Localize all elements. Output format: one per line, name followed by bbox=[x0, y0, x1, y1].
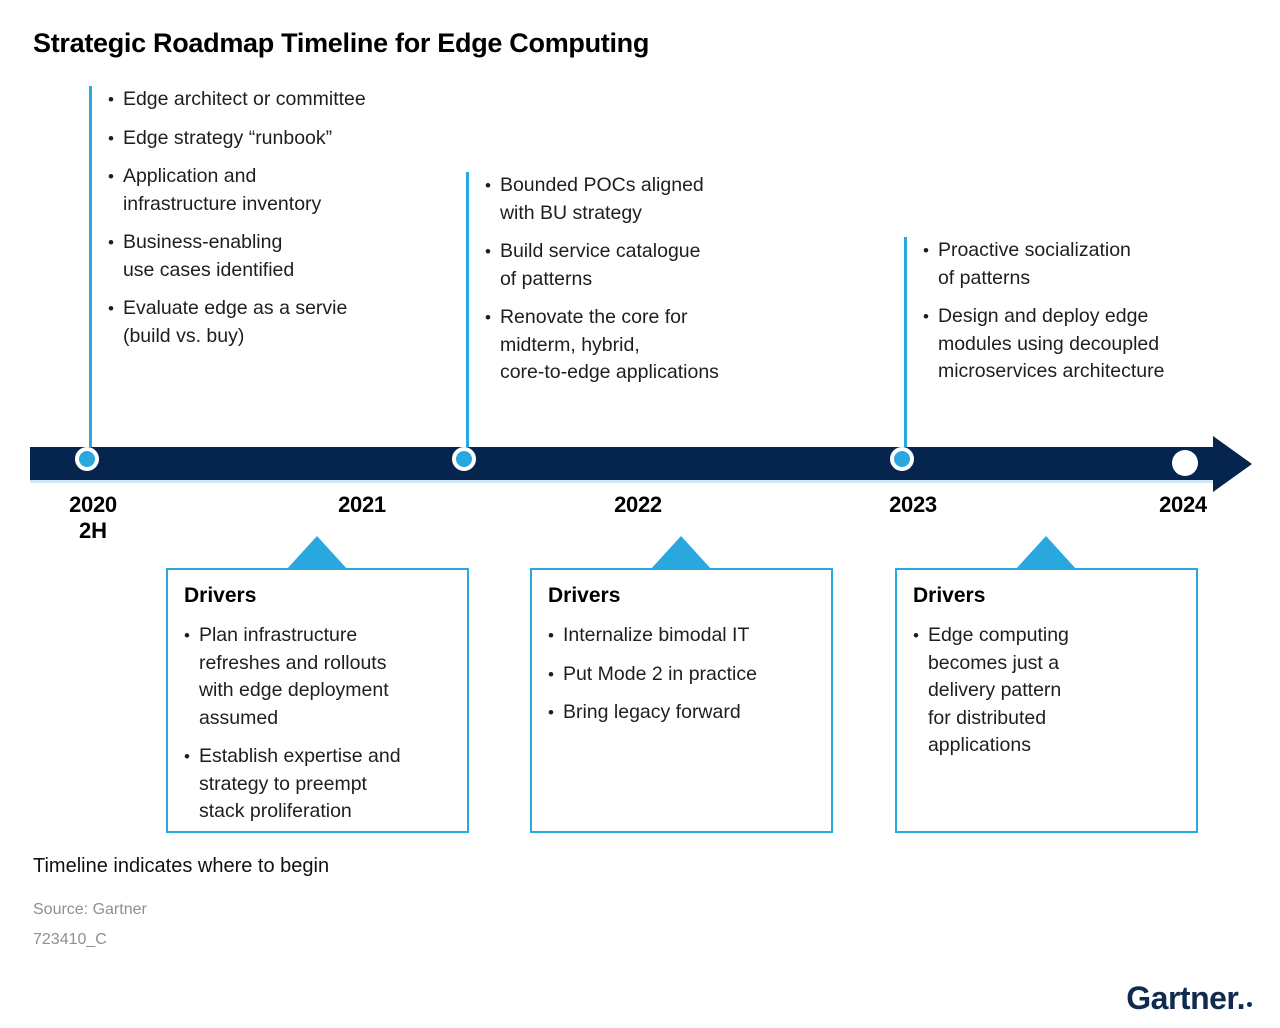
milestone-marker-2020 bbox=[75, 447, 99, 471]
bullet-dot-icon: • bbox=[548, 626, 554, 645]
gartner-logo: Gartner. bbox=[1126, 980, 1252, 1017]
bullet-text: Renovate the core for midterm, hybrid, c… bbox=[499, 306, 719, 383]
bullet-dot-icon: • bbox=[108, 233, 114, 252]
box-pointer-icon-2021 bbox=[286, 536, 348, 570]
gartner-logo-text: Gartner. bbox=[1126, 980, 1245, 1016]
milestone-list-2020: • Edge architect or committee • Edge strate… bbox=[108, 86, 468, 361]
bullet-item: • Put Mode 2 in practice bbox=[548, 661, 815, 689]
box-pointer-icon-2023 bbox=[1015, 536, 1077, 570]
bullet-dot-icon: • bbox=[923, 307, 929, 326]
drivers-box-title: Drivers bbox=[548, 584, 621, 607]
bullet-text: Business-enabling use cases identified bbox=[122, 231, 295, 281]
registered-mark-icon bbox=[1247, 1002, 1252, 1007]
bullet-dot-icon: • bbox=[485, 176, 491, 195]
bullet-item: • Establish expertise and strategy to pre… bbox=[184, 743, 451, 826]
milestone-list-2023: • Proactive socialization of patterns • Des… bbox=[923, 237, 1253, 397]
bullet-text: Plan infrastructure refreshes and rollou… bbox=[198, 624, 389, 729]
bullet-text: Application and infrastructure inventory bbox=[122, 165, 322, 215]
drivers-box-list: • Edge computing becomes just a delivery … bbox=[913, 622, 1180, 760]
bullet-dot-icon: • bbox=[108, 128, 114, 148]
bullet-dot-icon: • bbox=[923, 241, 929, 260]
bullet-text: Establish expertise and strategy to pree… bbox=[198, 745, 401, 822]
year-label-2024: 2024 bbox=[1159, 492, 1207, 517]
year-label-2021: 2021 bbox=[338, 492, 386, 517]
drivers-box-title: Drivers bbox=[184, 584, 257, 607]
year-label-2022: 2022 bbox=[614, 492, 662, 517]
bullet-item: • Bring legacy forward bbox=[548, 699, 815, 727]
milestone-marker-2023 bbox=[890, 447, 914, 471]
bullet-dot-icon: • bbox=[548, 664, 554, 684]
bullet-text: Edge strategy “runbook” bbox=[122, 126, 333, 149]
bullet-text: Evaluate edge as a servie (build vs. buy… bbox=[122, 297, 348, 347]
milestone-marker-2024 bbox=[1172, 450, 1198, 476]
drivers-box-title: Drivers bbox=[913, 584, 986, 607]
drivers-box-2021: Drivers • Plan infrastructure refreshes a… bbox=[166, 568, 469, 833]
year-half-label: 2H bbox=[78, 518, 108, 543]
bullet-text: Edge architect or committee bbox=[122, 88, 366, 110]
bullet-dot-icon: • bbox=[184, 626, 190, 645]
bullet-item: • Evaluate edge as a servie (build vs. bu… bbox=[108, 295, 468, 350]
connector-line-2020 bbox=[89, 86, 92, 458]
bullet-text: Design and deploy edge modules using dec… bbox=[937, 305, 1165, 382]
timeline-note: Timeline indicates where to begin bbox=[33, 855, 330, 877]
year-label-2020: 2020 bbox=[69, 492, 117, 517]
bullet-text: Bounded POCs aligned with BU strategy bbox=[499, 174, 704, 224]
bullet-dot-icon: • bbox=[184, 747, 190, 766]
bullet-item: • Edge architect or committee bbox=[108, 86, 468, 114]
drivers-box-2022: Drivers • Internalize bimodal IT • Put Mode… bbox=[530, 568, 833, 833]
bullet-dot-icon: • bbox=[485, 308, 491, 327]
bullet-text: Bring legacy forward bbox=[562, 701, 741, 723]
bullet-item: • Edge computing becomes just a delivery … bbox=[913, 622, 1180, 760]
bullet-dot-icon: • bbox=[108, 167, 114, 186]
bullet-item: • Application and infrastructure inventor… bbox=[108, 163, 468, 218]
connector-line-2021 bbox=[466, 172, 469, 458]
bullet-item: • Renovate the core for midterm, hybrid, … bbox=[485, 304, 835, 387]
page-title: Strategic Roadmap Timeline for Edge Comp… bbox=[33, 28, 650, 58]
bullet-item: • Edge strategy “runbook” bbox=[108, 125, 468, 153]
timeline-underline bbox=[30, 480, 1213, 483]
bullet-dot-icon: • bbox=[913, 626, 919, 645]
bullet-item: • Plan infrastructure refreshes and rollo… bbox=[184, 622, 451, 732]
year-label-2023: 2023 bbox=[889, 492, 937, 517]
drivers-box-list: • Internalize bimodal IT • Put Mode 2 in pr… bbox=[548, 622, 815, 727]
source-text: Source: Gartner bbox=[33, 901, 147, 918]
timeline-arrow-icon bbox=[1213, 436, 1252, 492]
document-code: 723410_C bbox=[33, 931, 107, 948]
bullet-text: Internalize bimodal IT bbox=[562, 624, 750, 646]
bullet-text: Build service catalogue of patterns bbox=[499, 240, 701, 290]
drivers-box-2023: Drivers • Edge computing becomes just a d… bbox=[895, 568, 1198, 833]
bullet-item: • Business-enabling use cases identified bbox=[108, 229, 468, 284]
bullet-text: Edge computing becomes just a delivery p… bbox=[927, 624, 1069, 756]
bullet-item: • Design and deploy edge modules using de… bbox=[923, 303, 1253, 386]
bullet-text: Put Mode 2 in practice bbox=[562, 662, 757, 685]
bullet-item: • Proactive socialization of patterns bbox=[923, 237, 1253, 292]
bullet-item: • Internalize bimodal IT bbox=[548, 622, 815, 650]
milestone-list-2021: • Bounded POCs aligned with BU strategy • B… bbox=[485, 172, 835, 398]
timeline-bar bbox=[30, 447, 1213, 480]
bullet-dot-icon: • bbox=[108, 299, 114, 318]
bullet-text: Proactive socialization of patterns bbox=[937, 239, 1131, 289]
bullet-dot-icon: • bbox=[548, 703, 554, 722]
connector-line-2023 bbox=[904, 237, 907, 458]
bullet-dot-icon: • bbox=[485, 242, 491, 261]
box-pointer-icon-2022 bbox=[650, 536, 712, 570]
bullet-item: • Build service catalogue of patterns bbox=[485, 238, 835, 293]
milestone-marker-2021 bbox=[452, 447, 476, 471]
bullet-item: • Bounded POCs aligned with BU strategy bbox=[485, 172, 835, 227]
drivers-box-list: • Plan infrastructure refreshes and rollo… bbox=[184, 622, 451, 826]
bullet-dot-icon: • bbox=[108, 90, 114, 109]
